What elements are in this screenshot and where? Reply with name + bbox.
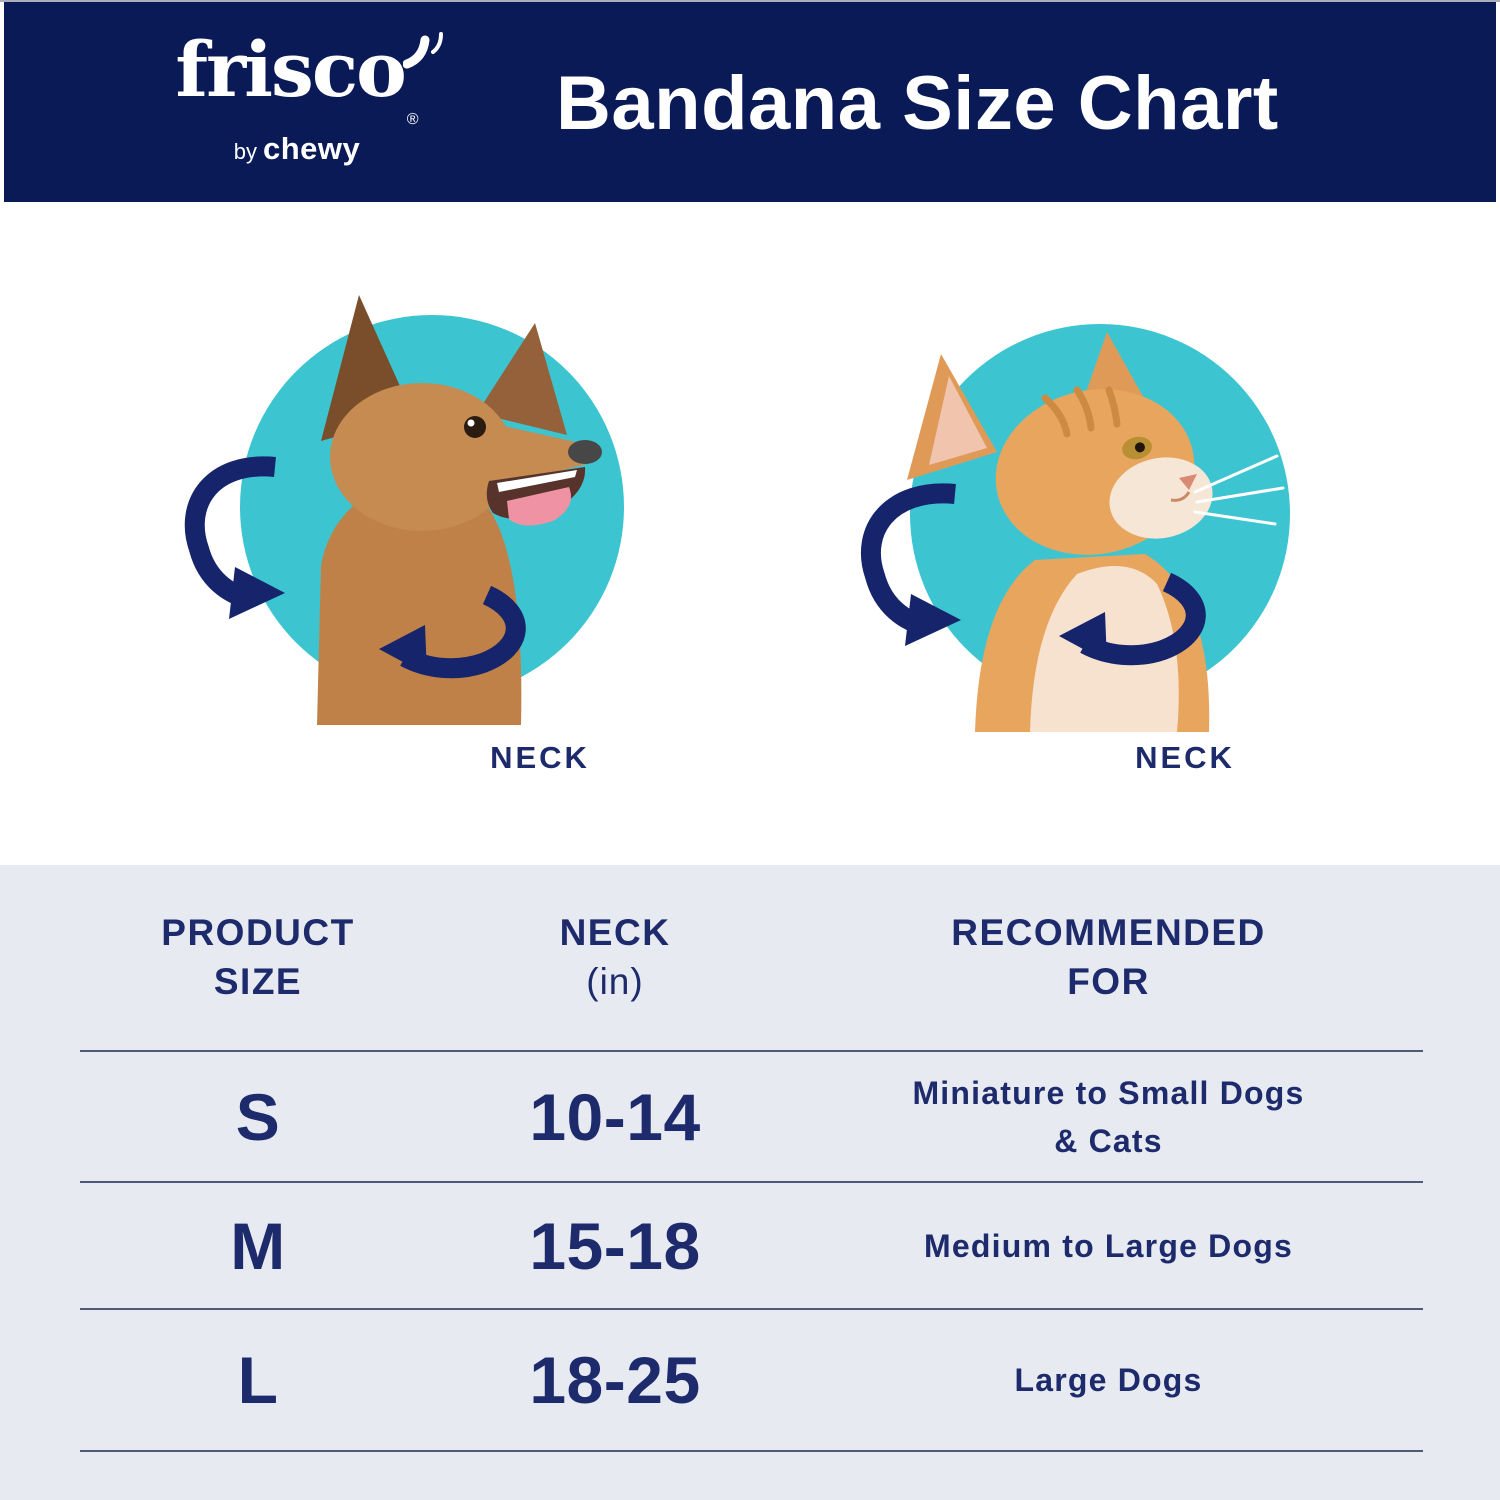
column-header-product-size: PRODUCT SIZE (161, 912, 355, 1002)
brand-wordmark: frisco (175, 25, 406, 114)
cat-neck-diagram (860, 324, 1290, 732)
neck-range-value: 10-14 (529, 1079, 701, 1154)
column-header-neck-in: NECK (in) (559, 912, 671, 1002)
size-table: PRODUCT SIZE NECK (in) RECOMMENDED FOR S… (80, 865, 1423, 1452)
recommended-for-value: Large Dogs (1014, 1362, 1203, 1398)
neck-measure-arrows (184, 456, 526, 679)
neck-range-value: 15-18 (529, 1208, 701, 1283)
recommended-for-value: Miniature to Small Dogs & Cats (912, 1074, 1305, 1159)
size-value: L (237, 1343, 279, 1417)
header-bar: frisco® by chewy Bandana Size Chart (4, 2, 1496, 202)
dog-neck-diagram (184, 295, 624, 725)
size-value: S (235, 1079, 281, 1154)
registered-mark: ® (406, 111, 419, 128)
frisco-tail-icon (402, 32, 443, 69)
column-header-recommended-for: RECOMMENDED FOR (951, 912, 1266, 1002)
recommended-for-value: Medium to Large Dogs (924, 1227, 1293, 1264)
dog-neck-label: NECK (490, 740, 590, 775)
byline-prefix: by (233, 139, 257, 164)
size-table-section: PRODUCT SIZE NECK (in) RECOMMENDED FOR S… (0, 865, 1500, 1500)
byline: by chewy (172, 131, 422, 167)
cat-neck-label: NECK (1135, 740, 1235, 775)
chewy-wordmark: chewy (262, 131, 361, 166)
neck-range-value: 18-25 (529, 1343, 701, 1417)
table-row-size-s: S 10-14 Miniature to Small Dogs & Cats (80, 1052, 1423, 1183)
table-row-size-m: M 15-18 Medium to Large Dogs (80, 1183, 1423, 1310)
size-value: M (230, 1208, 286, 1283)
neck-measure-arrows (860, 483, 1206, 666)
page-title: Bandana Size Chart (556, 61, 1279, 146)
frisco-logo: frisco® by chewy (172, 32, 443, 167)
table-row-size-l: L 18-25 Large Dogs (80, 1310, 1423, 1452)
table-header-row: PRODUCT SIZE NECK (in) RECOMMENDED FOR (80, 865, 1423, 1052)
